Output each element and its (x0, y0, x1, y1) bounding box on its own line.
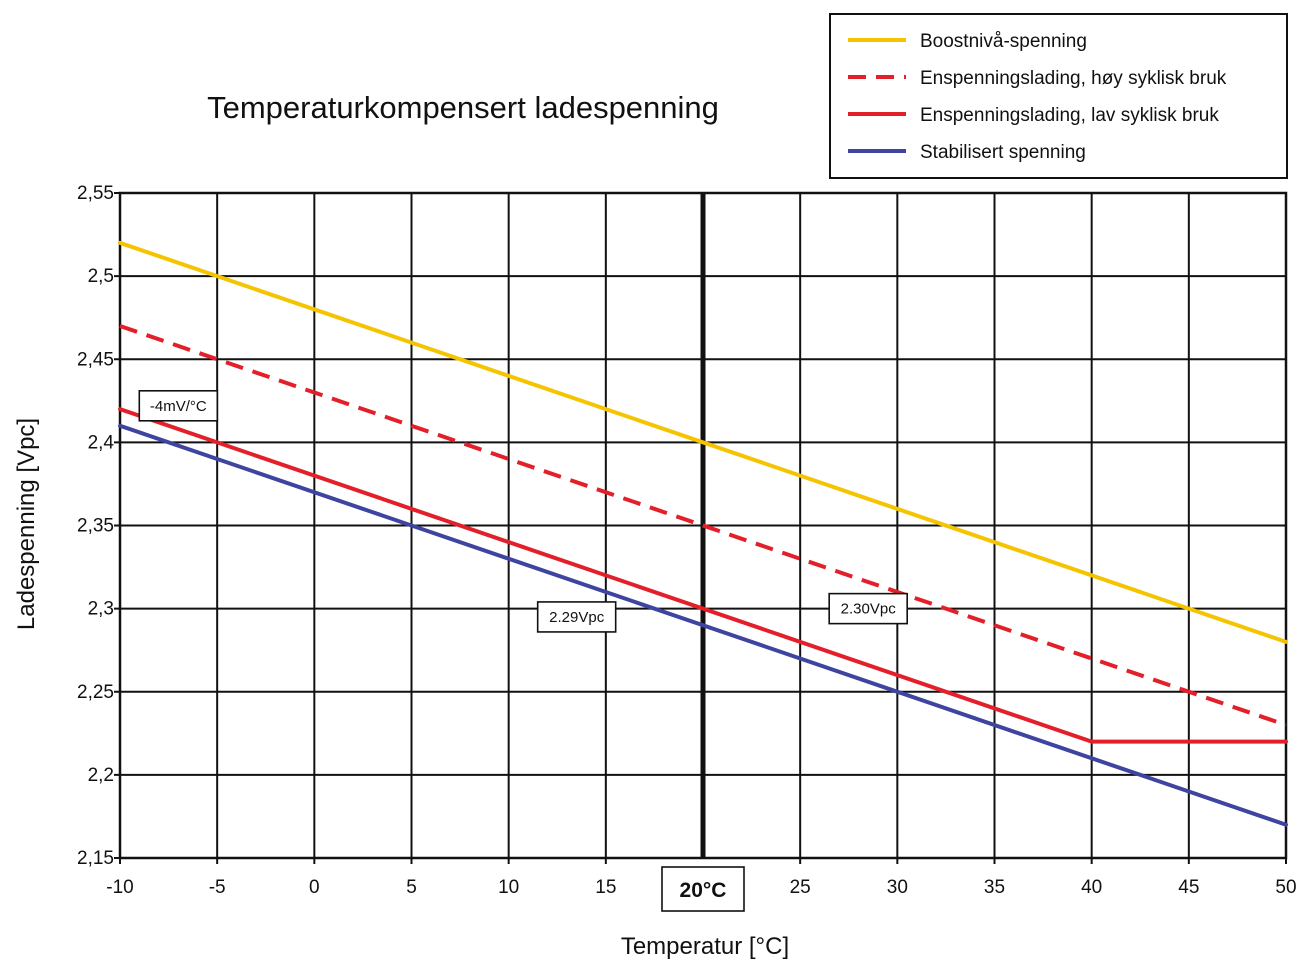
x-tick-label: 40 (1081, 877, 1102, 898)
x-tick-label: 5 (406, 877, 417, 898)
y-tick-label: 2,5 (88, 266, 114, 287)
x-tick-label: 15 (595, 877, 616, 898)
series-line-boostniv-spenning (118, 240, 1288, 644)
legend-label: Stabilisert spenning (920, 142, 1086, 163)
y-tick-label: 2,55 (77, 183, 114, 204)
series-line-enspenningslading-lav-syklisk-bruk (118, 407, 1288, 744)
annotation-label: 2.29Vpc (549, 609, 605, 626)
chart-title: Temperaturkompensert ladespenning (207, 90, 719, 125)
series-layer (118, 240, 1288, 827)
annotation-box (536, 601, 617, 633)
x-tick-label: -5 (209, 877, 226, 898)
x-axis-label: Temperatur [°C] (621, 933, 789, 960)
legend-box (829, 13, 1288, 179)
reference-label-box (661, 866, 745, 912)
x-tick-label: 45 (1178, 877, 1199, 898)
x-tick-label: -10 (106, 877, 133, 898)
y-tick-label: 2,2 (88, 765, 114, 786)
x-tick-label: 0 (309, 877, 320, 898)
legend: Boostnivå-spenning Enspenningslading, høy… (829, 13, 1288, 179)
series-line-enspenningslading-h-y-syklisk-bruk (119, 324, 1287, 727)
x-tick-label: 10 (498, 877, 519, 898)
reference-label: 20°C (680, 879, 727, 902)
series-line-stabilisert-spenning (118, 423, 1288, 827)
y-tick-label: 2,4 (88, 432, 115, 453)
y-tick-label: 2,45 (77, 349, 114, 370)
legend-label: Boostnivå-spenning (920, 31, 1087, 52)
legend-label: Enspenningslading, lav syklisk bruk (920, 105, 1219, 126)
y-tick-label: 2,35 (77, 516, 114, 537)
annotation-label: -4mV/°C (150, 398, 207, 415)
x-tick-label: 30 (887, 877, 908, 898)
x-tick-label: 25 (790, 877, 811, 898)
y-tick-label: 2,3 (88, 599, 114, 620)
y-tick-label: 2,15 (77, 848, 114, 869)
annotation-layer: -4mV/°C 2.29Vpc 2.30Vpc (138, 389, 908, 633)
annotation-box (828, 592, 908, 625)
y-axis-label: Ladespenning [Vpc] (13, 418, 40, 630)
annotation-label: 2.30Vpc (841, 601, 897, 618)
y-tick-label: 2,25 (77, 682, 114, 703)
x-tick-label: 50 (1275, 877, 1296, 898)
annotation-box (138, 389, 219, 422)
legend-label: Enspenningslading, høy syklisk bruk (920, 68, 1227, 89)
x-tick-label: 35 (984, 877, 1005, 898)
ticks-layer: -10 -5 0 5 10 15 25 30 35 40 45 50 2,15 2,2 2,25 2,3 2,3… (77, 183, 1297, 912)
